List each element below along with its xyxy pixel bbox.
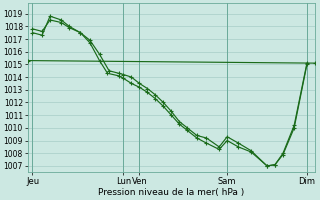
X-axis label: Pression niveau de la mer( hPa ): Pression niveau de la mer( hPa ) [98,188,244,197]
